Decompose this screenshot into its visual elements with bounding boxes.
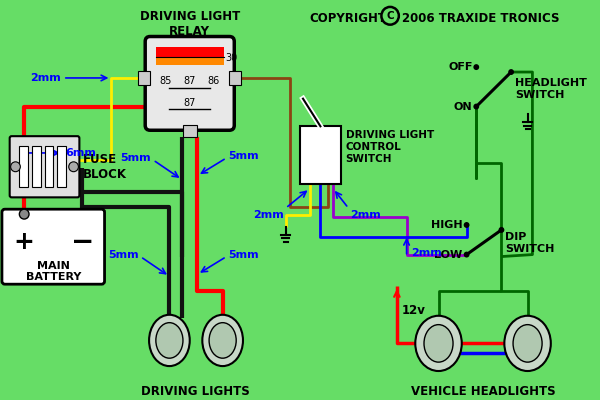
- Bar: [156, 47, 224, 65]
- Text: DRIVING LIGHT
RELAY: DRIVING LIGHT RELAY: [140, 10, 240, 38]
- Circle shape: [464, 252, 470, 258]
- FancyBboxPatch shape: [10, 136, 79, 197]
- Bar: [44, 146, 53, 188]
- Text: 2mm: 2mm: [253, 210, 284, 220]
- Text: DRIVING LIGHT
CONTROL
SWITCH: DRIVING LIGHT CONTROL SWITCH: [346, 130, 434, 164]
- Circle shape: [499, 227, 505, 233]
- FancyBboxPatch shape: [145, 36, 234, 130]
- Text: 2mm: 2mm: [412, 248, 442, 258]
- Ellipse shape: [202, 315, 243, 366]
- Bar: [229, 71, 241, 85]
- Ellipse shape: [424, 325, 453, 362]
- Text: 85: 85: [160, 76, 172, 86]
- Text: VEHICLE HEADLIGHTS: VEHICLE HEADLIGHTS: [411, 385, 556, 398]
- Bar: [300, 126, 341, 184]
- Text: DRIVING LIGHTS: DRIVING LIGHTS: [141, 385, 250, 398]
- Bar: [57, 146, 66, 188]
- Text: C: C: [386, 11, 394, 21]
- Text: ON: ON: [454, 102, 472, 112]
- Text: HIGH: HIGH: [431, 220, 463, 230]
- Bar: [183, 125, 197, 137]
- Ellipse shape: [513, 325, 542, 362]
- Circle shape: [11, 162, 20, 172]
- Circle shape: [382, 7, 399, 25]
- Text: 87: 87: [184, 76, 196, 86]
- Ellipse shape: [149, 315, 190, 366]
- Bar: [19, 146, 28, 188]
- Text: 86: 86: [208, 76, 220, 86]
- Text: 6mm: 6mm: [65, 148, 96, 158]
- Text: COPYRIGHT: COPYRIGHT: [310, 12, 387, 25]
- Ellipse shape: [415, 316, 462, 371]
- Circle shape: [464, 222, 470, 228]
- Text: 5mm: 5mm: [229, 151, 259, 161]
- Text: 5mm: 5mm: [121, 153, 151, 163]
- FancyBboxPatch shape: [2, 209, 104, 284]
- Text: 2mm: 2mm: [350, 210, 381, 220]
- Circle shape: [473, 64, 479, 70]
- Text: +: +: [14, 230, 35, 254]
- Text: 87: 87: [184, 98, 196, 108]
- Ellipse shape: [156, 323, 183, 358]
- Text: HEADLIGHT
SWITCH: HEADLIGHT SWITCH: [515, 78, 587, 100]
- Bar: [32, 146, 41, 188]
- Text: 30: 30: [226, 53, 238, 63]
- Text: FUSE
BLOCK: FUSE BLOCK: [83, 153, 127, 181]
- Text: OFF: OFF: [448, 62, 472, 72]
- Text: DIP
SWITCH: DIP SWITCH: [505, 232, 554, 254]
- Circle shape: [69, 162, 79, 172]
- Text: 12v: 12v: [402, 304, 425, 317]
- Ellipse shape: [209, 323, 236, 358]
- Text: 5mm: 5mm: [229, 250, 259, 260]
- Circle shape: [508, 69, 514, 75]
- Bar: [139, 71, 150, 85]
- Text: 2mm: 2mm: [30, 73, 61, 83]
- Circle shape: [19, 209, 29, 219]
- Text: 5mm: 5mm: [108, 250, 139, 260]
- Circle shape: [473, 104, 479, 110]
- Bar: [156, 47, 224, 57]
- Ellipse shape: [505, 316, 551, 371]
- Text: 2006 TRAXIDE TRONICS: 2006 TRAXIDE TRONICS: [402, 12, 559, 25]
- Text: MAIN
BATTERY: MAIN BATTERY: [26, 260, 81, 282]
- Text: −: −: [71, 228, 94, 256]
- Text: LOW: LOW: [434, 250, 463, 260]
